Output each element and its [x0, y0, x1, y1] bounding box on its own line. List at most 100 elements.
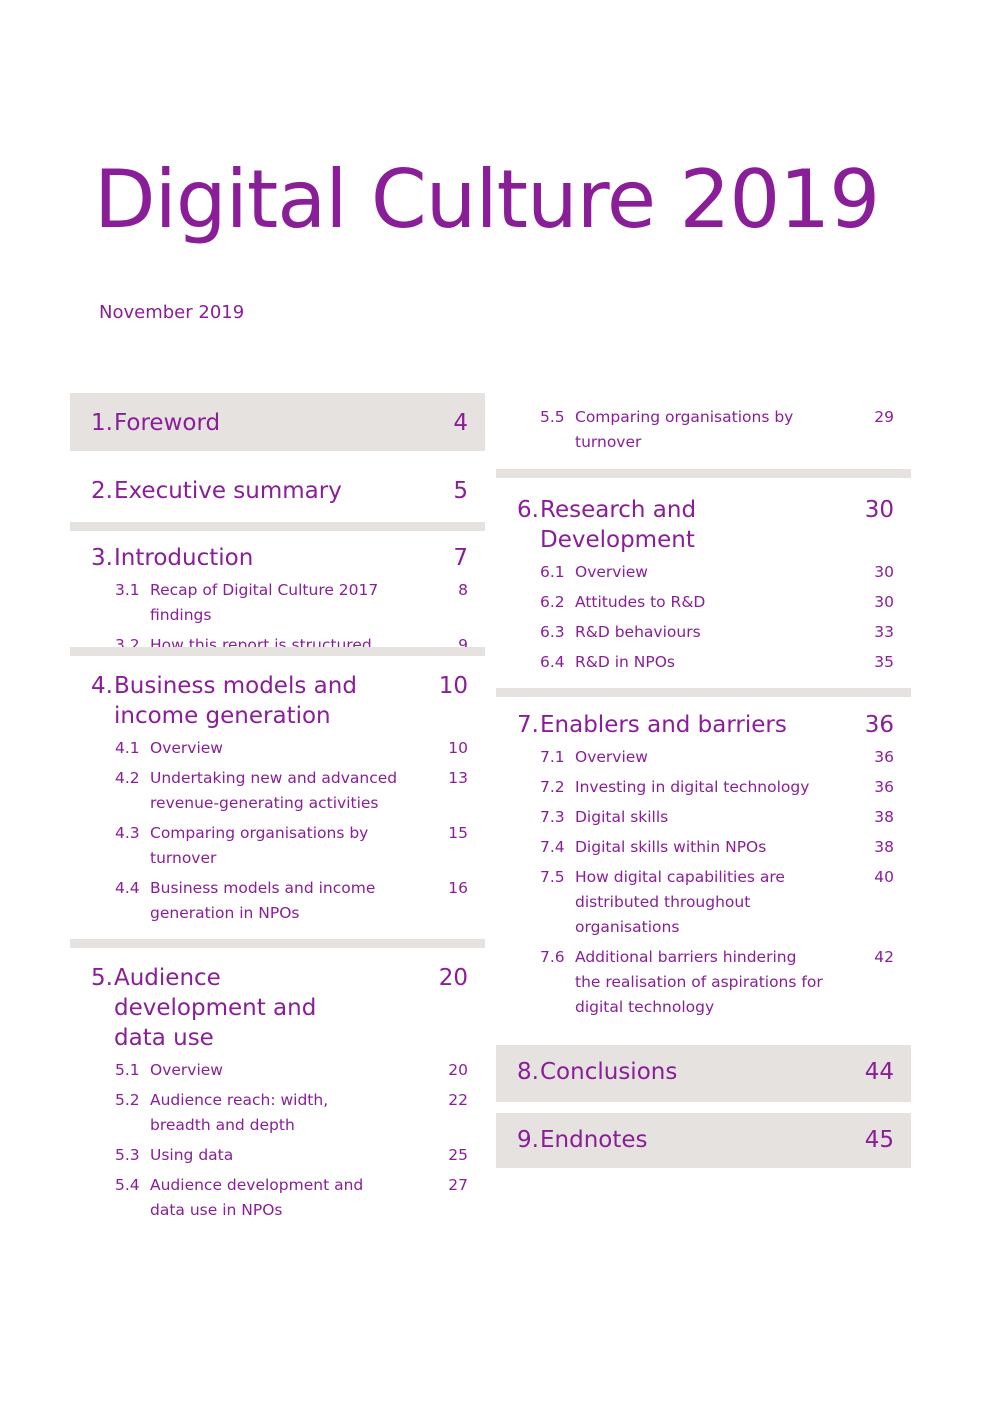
subsection-title: Using data — [150, 1146, 234, 1164]
subsection-number: 4.2 — [115, 769, 140, 787]
subsection-page: 20 — [448, 1061, 468, 1079]
toc-subsection[interactable]: 7.6 Additional barriers hindering the re… — [496, 945, 911, 1020]
section-title: Conclusions — [540, 1059, 678, 1085]
subsection-page: 16 — [448, 879, 468, 897]
section-number: 4. — [91, 673, 113, 699]
toc-subsection[interactable]: 5.2 Audience reach: width, breadth and d… — [70, 1088, 485, 1138]
toc-subsection[interactable]: 6.4 R&D in NPOs 35 — [496, 650, 911, 675]
toc-section-endnotes[interactable]: 9. Endnotes 45 — [496, 1113, 911, 1168]
toc-subsection[interactable]: 7.3 Digital skills 38 — [496, 805, 911, 830]
toc-subsection[interactable]: 7.5 How digital capabilities are distrib… — [496, 865, 911, 940]
subsection-page: 38 — [874, 838, 894, 856]
toc-subsection[interactable]: 5.1 Overview 20 — [70, 1058, 485, 1083]
subsection-page: 36 — [874, 748, 894, 766]
toc-subsection[interactable]: 7.4 Digital skills within NPOs 38 — [496, 835, 911, 860]
subsection-title: Undertaking new and advanced revenue-gen… — [150, 769, 398, 812]
section-page: 44 — [864, 1059, 894, 1085]
subsection-title: Overview — [150, 1061, 223, 1079]
subsection-number: 7.1 — [540, 748, 565, 766]
toc-subsection[interactable]: 3.1 Recap of Digital Culture 2017 findin… — [70, 578, 485, 628]
section-page: 36 — [864, 712, 894, 738]
toc-section-enablers-barriers[interactable]: 7. Enablers and barriers 36 7.1 Overview… — [496, 688, 911, 1045]
subsection-title: Overview — [575, 563, 648, 581]
section-title: Enablers and barriers — [540, 712, 787, 738]
section-title: Endnotes — [540, 1127, 648, 1153]
toc-subsection[interactable]: 5.4 Audience development and data use in… — [70, 1173, 485, 1223]
subsection-number: 5.2 — [115, 1091, 140, 1109]
section-number: 7. — [517, 712, 539, 738]
toc-subsection[interactable]: 4.1 Overview 10 — [70, 736, 485, 761]
toc-subsection[interactable]: 7.1 Overview 36 — [496, 745, 911, 770]
section-page: 30 — [864, 497, 894, 523]
section-number: 9. — [517, 1127, 539, 1153]
toc-column-left: 1. Foreword 4 2. Executive summary 5 3. … — [70, 393, 485, 1219]
subsection-title: Overview — [150, 739, 223, 757]
toc-section-foreword[interactable]: 1. Foreword 4 — [70, 393, 485, 451]
subsection-title: Additional barriers hindering the realis… — [575, 948, 823, 1016]
subsection-number: 4.4 — [115, 879, 140, 897]
section-page: 7 — [453, 545, 468, 571]
toc-subsection[interactable]: 4.2 Undertaking new and advanced revenue… — [70, 766, 485, 816]
subsection-number: 7.2 — [540, 778, 565, 796]
toc-section-conclusions[interactable]: 8. Conclusions 44 — [496, 1045, 911, 1102]
subsection-number: 3.1 — [115, 581, 140, 599]
subsection-page: 29 — [874, 408, 894, 426]
section-page: 5 — [453, 478, 468, 504]
subsection-page: 10 — [448, 739, 468, 757]
section-title: Audience development and data use — [114, 965, 317, 1051]
section-number: 3. — [91, 545, 113, 571]
subsection-page: 42 — [874, 948, 894, 966]
subsection-title: Recap of Digital Culture 2017 findings — [150, 581, 379, 624]
section-title: Research and Development — [540, 497, 697, 553]
toc-section-executive-summary[interactable]: 2. Executive summary 5 — [70, 451, 485, 522]
subsection-number: 5.4 — [115, 1176, 140, 1194]
toc-section-research-development[interactable]: 6. Research and Development 30 6.1 Overv… — [496, 469, 911, 688]
section-page: 4 — [453, 410, 468, 436]
toc-subsection[interactable]: 5.3 Using data 25 — [70, 1143, 485, 1168]
toc-section-audience-development[interactable]: 5. Audience development and data use 20 … — [70, 939, 485, 1219]
subsection-number: 5.3 — [115, 1146, 140, 1164]
toc-subsection[interactable]: 4.3 Comparing organisations by turnover … — [70, 821, 485, 871]
toc-section-business-models[interactable]: 4. Business models and income generation… — [70, 647, 485, 939]
section-page: 20 — [438, 965, 468, 991]
subsection-title: R&D behaviours — [575, 623, 701, 641]
subsection-page: 30 — [874, 563, 894, 581]
subsection-page: 22 — [448, 1091, 468, 1109]
subsection-title: Digital skills — [575, 808, 669, 826]
subsection-number: 6.4 — [540, 653, 565, 671]
subsection-page: 15 — [448, 824, 468, 842]
section-number: 6. — [517, 497, 539, 523]
subsection-number: 6.3 — [540, 623, 565, 641]
subsection-page: 36 — [874, 778, 894, 796]
subsection-title: R&D in NPOs — [575, 653, 675, 671]
subsection-page: 8 — [458, 581, 468, 599]
section-gap — [496, 1102, 911, 1113]
subsection-page: 9 — [458, 636, 468, 654]
subsection-number: 6.2 — [540, 593, 565, 611]
subsection-page: 35 — [874, 653, 894, 671]
subsection-title: Attitudes to R&D — [575, 593, 706, 611]
subsection-number: 5.1 — [115, 1061, 140, 1079]
subsection-title: Audience reach: width, breadth and depth — [150, 1091, 329, 1134]
subsection-page: 25 — [448, 1146, 468, 1164]
toc-subsection[interactable]: 4.4 Business models and income generatio… — [70, 876, 485, 926]
subsection-title: Investing in digital technology — [575, 778, 810, 796]
subsection-number: 7.5 — [540, 868, 565, 886]
toc-subsection[interactable]: 6.1 Overview 30 — [496, 560, 911, 585]
section-title: Business models and income generation — [114, 673, 357, 729]
subsection-title: Comparing organisations by turnover — [575, 408, 794, 451]
toc-subsection[interactable]: 6.3 R&D behaviours 33 — [496, 620, 911, 645]
document-title: Digital Culture 2019 — [94, 153, 880, 246]
toc-subsection[interactable]: 5.5 Comparing organisations by turnover … — [496, 393, 911, 455]
toc-subsection[interactable]: 6.2 Attitudes to R&D 30 — [496, 590, 911, 615]
toc-section-introduction[interactable]: 3. Introduction 7 3.1 Recap of Digital C… — [70, 522, 485, 654]
subsection-number: 4.3 — [115, 824, 140, 842]
toc-subsection-continued: 5.5 Comparing organisations by turnover … — [496, 393, 911, 469]
subsection-page: 38 — [874, 808, 894, 826]
subsection-number: 7.3 — [540, 808, 565, 826]
subsection-title: Comparing organisations by turnover — [150, 824, 369, 867]
section-page: 10 — [438, 673, 468, 699]
subsection-number: 4.1 — [115, 739, 140, 757]
toc-subsection[interactable]: 7.2 Investing in digital technology 36 — [496, 775, 911, 800]
subsection-number: 7.6 — [540, 948, 565, 966]
